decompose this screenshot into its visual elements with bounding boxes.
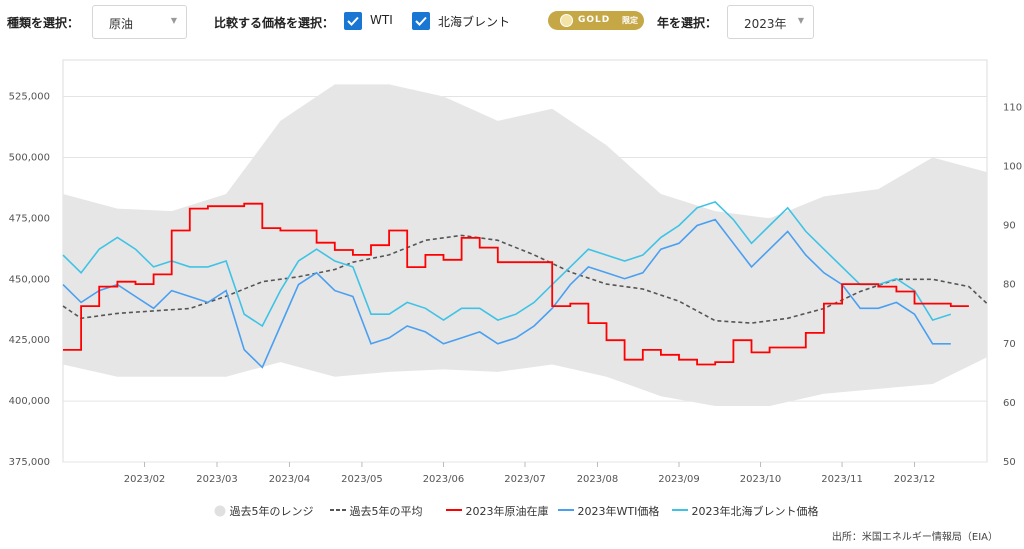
x-tick-label: 2023/04: [269, 474, 311, 485]
y-left-tick-label: 475,000: [9, 213, 50, 224]
legend-line-icon: [672, 509, 688, 511]
chevron-down-icon: ▼: [797, 16, 804, 25]
legend-item-brent[interactable]: 2023年北海ブレント価格: [672, 503, 819, 519]
y-right-tick-label: 80: [1003, 280, 1016, 291]
y-left-tick-label: 450,000: [9, 274, 50, 285]
x-tick-label: 2023/08: [577, 474, 619, 485]
year-label: 年を選択：: [657, 16, 718, 30]
y-right-tick-label: 50: [1003, 457, 1016, 468]
gold-coin-icon: [560, 14, 573, 27]
legend-avg-label: 過去5年の平均: [349, 505, 423, 518]
x-tick-label: 2023/02: [124, 474, 166, 485]
compare-label: 比較する価格を選択：: [214, 16, 335, 30]
legend: 過去5年のレンジ 過去5年の平均 2023年原油在庫 2023年WTI価格 20…: [0, 498, 1024, 522]
x-tick-label: 2023/03: [196, 474, 238, 485]
year-select-value: 2023年: [744, 17, 787, 31]
chart: 375,000 400,000 425,000 450,000 475,000 500,0…: [9, 59, 1022, 485]
y-left-tick-label: 500,000: [9, 152, 50, 163]
x-tick-label: 2023/11: [821, 474, 863, 485]
type-label: 種類を選択：: [7, 16, 80, 30]
checkmark-icon: [347, 16, 359, 26]
legend-dot-icon: [214, 505, 226, 517]
wti-checkbox[interactable]: [344, 12, 362, 30]
legend-line-icon: [558, 509, 574, 511]
legend-wti-label: 2023年WTI価格: [577, 505, 660, 518]
checkmark-icon: [415, 16, 427, 26]
y-left-tick-label: 425,000: [9, 335, 50, 346]
legend-item-stock[interactable]: 2023年原油在庫: [446, 503, 549, 519]
legend-stock-label: 2023年原油在庫: [465, 505, 549, 518]
legend-line-icon: [446, 509, 462, 511]
y-left-tick-label: 375,000: [9, 457, 50, 468]
wti-price-line: [62, 218, 951, 369]
legend-brent-label: 2023年北海ブレント価格: [691, 505, 819, 518]
legend-item-avg[interactable]: 過去5年の平均: [330, 503, 423, 519]
stock-step-line: [63, 202, 969, 366]
type-select-value: 原油: [109, 17, 134, 31]
type-select[interactable]: 原油 ▼: [92, 5, 187, 39]
x-tick-label: 2023/05: [341, 474, 383, 485]
toolbar: 種類を選択： 原油 ▼ 比較する価格を選択： WTI 北海ブレント GOLD 限…: [0, 0, 1024, 46]
x-tick-label: 2023/09: [658, 474, 700, 485]
y-right-tick-label: 60: [1003, 398, 1016, 409]
y-left-tick-label: 400,000: [9, 396, 50, 407]
gold-badge: GOLD 限定: [548, 11, 644, 30]
range-band: [63, 84, 987, 407]
year-select[interactable]: 2023年 ▼: [727, 5, 814, 39]
x-tick-label: 2023/12: [894, 474, 936, 485]
y-right-tick-label: 70: [1003, 339, 1016, 350]
y-right-tick-label: 100: [1003, 161, 1022, 172]
gold-limited-text: 限定: [622, 16, 638, 25]
source-note: 出所：米国エネルギー情報局（EIA）: [831, 532, 998, 543]
legend-item-range[interactable]: 過去5年のレンジ: [214, 503, 314, 519]
legend-dashed-line-icon: [330, 509, 346, 511]
brent-checkbox-label[interactable]: 北海ブレント: [438, 15, 511, 29]
x-tick-label: 2023/07: [504, 474, 546, 485]
brent-checkbox[interactable]: [412, 12, 430, 30]
y-right-tick-label: 90: [1003, 221, 1016, 232]
gold-badge-text: GOLD: [578, 15, 611, 25]
y-left-tick-label: 525,000: [9, 92, 50, 103]
chevron-down-icon: ▼: [170, 16, 177, 25]
brent-price-line: [62, 200, 952, 328]
y-right-tick-label: 110: [1003, 102, 1022, 113]
legend-item-wti[interactable]: 2023年WTI価格: [558, 503, 659, 519]
legend-range-label: 過去5年のレンジ: [229, 505, 314, 518]
x-tick-label: 2023/10: [740, 474, 782, 485]
x-tick-label: 2023/06: [423, 474, 465, 485]
wti-checkbox-label[interactable]: WTI: [370, 13, 393, 27]
